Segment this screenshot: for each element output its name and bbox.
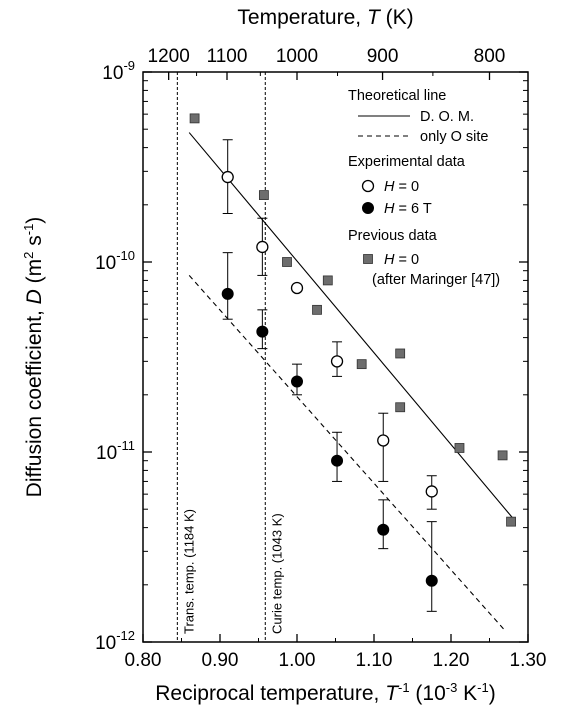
legend-open-circle — [361, 179, 375, 193]
x-tick-label: 1.30 — [510, 650, 547, 671]
filled-square-point — [454, 443, 465, 453]
legend-filled-square — [363, 254, 373, 264]
filled-circle-point — [425, 574, 438, 587]
filled-square-point — [506, 516, 516, 527]
filled-square-point — [322, 275, 333, 286]
vertical-line-label: Trans. temp. (1184 K) — [181, 509, 196, 634]
top-tick-label: 1100 — [207, 46, 248, 67]
open-circle-point — [425, 485, 438, 498]
legend-h0-label: H = 0 — [384, 179, 419, 195]
legend-prev-label: H = 0 — [384, 252, 419, 268]
filled-square-point — [395, 348, 406, 359]
y-tick-label: 10-12 — [95, 628, 135, 654]
osite-theory-line — [188, 275, 506, 631]
filled-square-point — [189, 113, 200, 124]
filled-circle-point — [256, 325, 269, 338]
legend-theoretical-title: Theoretical line — [348, 88, 446, 104]
legend-h6-label: H = 6 T — [384, 201, 432, 217]
top-tick-label: 1000 — [276, 46, 318, 67]
y-tick-label: 10-10 — [95, 248, 135, 274]
legend-filled-circle — [362, 202, 374, 214]
filled-circle-point — [221, 287, 234, 300]
x-tick-label: 0.80 — [125, 650, 162, 671]
filled-square-point — [395, 402, 406, 413]
legend-dom-label: D. O. M. — [420, 109, 474, 125]
legend: Theoretical line D. O. M. only O site Exper… — [348, 88, 500, 288]
top-tick-label: 900 — [367, 46, 399, 67]
filled-circle-point — [291, 375, 303, 388]
legend-experimental-title: Experimental data — [348, 154, 466, 170]
filled-circle-point — [331, 454, 344, 467]
legend-previous-title: Previous data — [348, 228, 438, 244]
open-circle-point — [221, 170, 234, 184]
filled-square-point — [258, 190, 269, 200]
top-tick-label: 800 — [474, 46, 506, 67]
open-circle-point — [290, 281, 304, 295]
open-circle-point — [330, 355, 344, 368]
filled-square-point — [356, 359, 367, 370]
filled-square-point — [312, 304, 322, 315]
open-circle-point — [377, 434, 390, 447]
filled-circle-point — [377, 523, 390, 536]
y-axis-title: Diffusion coefficient, D (m2 s-1) — [21, 217, 46, 498]
vertical-line-label: Curie temp. (1043 K) — [269, 513, 284, 634]
y-tick-label: 10-9 — [102, 58, 135, 84]
legend-osite-label: only O site — [420, 129, 489, 145]
dom-theory-line — [188, 132, 514, 519]
top-axis-title: Temperature, T (K) — [237, 6, 413, 29]
legend-prev-note: (after Maringer [47]) — [372, 272, 500, 288]
x-tick-label: 1.20 — [433, 650, 470, 671]
top-tick-label: 1200 — [148, 46, 190, 67]
open-circle-point — [256, 240, 269, 254]
y-tick-label: 10-11 — [96, 438, 135, 464]
x-axis-title: Reciprocal temperature, T-1 (10-3 K-1) — [155, 680, 495, 705]
filled-square-point — [282, 257, 292, 267]
filled-square-point — [497, 450, 508, 461]
x-tick-label: 1.10 — [356, 650, 393, 671]
x-tick-label: 1.00 — [279, 650, 316, 671]
x-tick-label: 0.90 — [202, 650, 239, 671]
